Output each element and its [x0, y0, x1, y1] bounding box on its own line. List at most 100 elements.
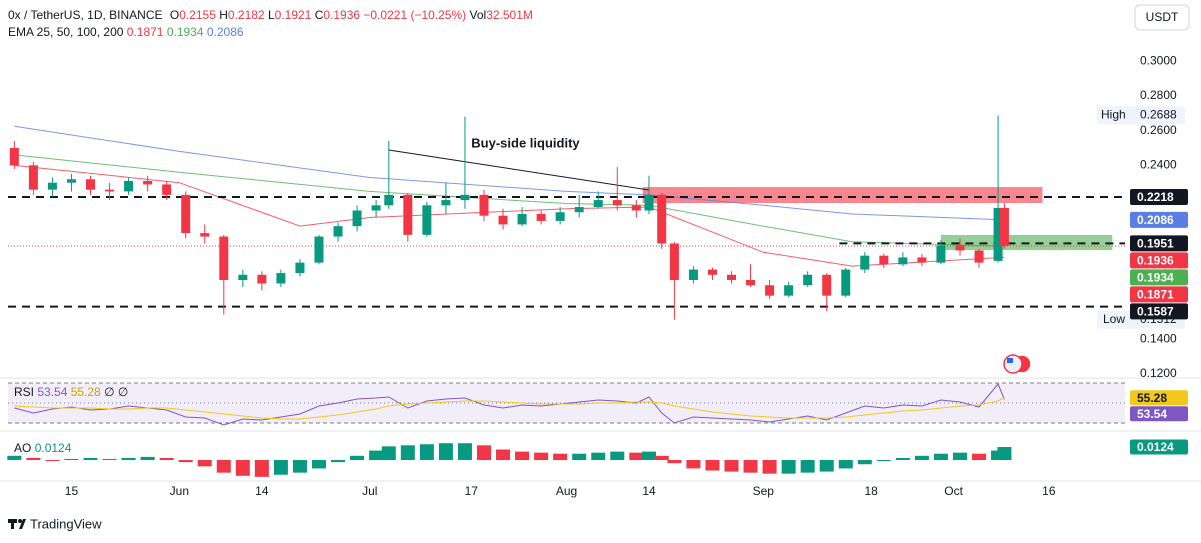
- ohlc-value: 0.2182: [228, 8, 265, 22]
- candle-body: [765, 285, 775, 296]
- ao-bar: [705, 460, 720, 471]
- price-badge: [1130, 286, 1188, 303]
- rsi-value: 53.54: [37, 385, 67, 399]
- ao-bar: [350, 455, 365, 461]
- ao-bar: [572, 453, 587, 461]
- ao-bar: [140, 456, 155, 461]
- candle-body: [352, 210, 362, 227]
- ao-bar: [438, 443, 453, 461]
- ao-bar: [686, 460, 701, 469]
- change: −0.0221 (−10.25%): [363, 8, 466, 22]
- ohlc-label: C: [315, 8, 324, 22]
- ao-bar: [476, 445, 491, 461]
- price-badge-label: 0.1951: [1137, 237, 1174, 251]
- price-badge-label: 0.1871: [1137, 288, 1174, 302]
- ao-bar: [654, 455, 669, 461]
- candle-body: [784, 285, 794, 296]
- ao-bar: [369, 450, 384, 461]
- ao-bar: [610, 451, 625, 461]
- candle-body: [669, 243, 679, 281]
- candle-body: [644, 194, 654, 211]
- x-tick-label: 18: [864, 484, 878, 498]
- candle-body: [238, 274, 248, 281]
- volume: 32.501M: [486, 8, 533, 22]
- ao-bar: [311, 460, 326, 469]
- candle-body: [707, 269, 717, 275]
- y-tick-label: 0.2400: [1140, 158, 1177, 172]
- legend-ohlc: 0x / TetherUS, 1D, BINANCE O0.2155 H0.21…: [8, 8, 533, 22]
- x-tick-label: Aug: [556, 484, 577, 498]
- x-tick-label: Oct: [944, 484, 963, 498]
- x-tick-label: 14: [642, 484, 656, 498]
- candle-body: [371, 205, 381, 211]
- ao-bar: [121, 457, 136, 461]
- ohlc-label: L: [268, 8, 275, 22]
- currency[interactable]: USDT: [1146, 10, 1179, 24]
- x-tick-label: Jul: [362, 484, 377, 498]
- brand: TradingView: [30, 516, 102, 531]
- candle-body: [181, 194, 191, 234]
- trendline: [388, 149, 650, 191]
- candle-body: [517, 213, 527, 225]
- ao-bar: [331, 460, 346, 463]
- ema-line: [14, 125, 1005, 221]
- legend-ema: EMA 25, 50, 100, 200 0.1871 0.1934 0.208…: [8, 25, 244, 39]
- plot: 0.1200 0.1400 0.2400 0.2600 0.2800 0.3000 Buy-…: [0, 53, 1201, 498]
- volume-label: Vol: [470, 8, 487, 22]
- x-tick-label: Jun: [170, 484, 189, 498]
- ao-bar: [857, 460, 872, 465]
- candle-body: [593, 200, 603, 208]
- candle-body: [219, 236, 229, 281]
- price-badge-label: 0.1936: [1137, 254, 1174, 268]
- ao-bar: [952, 452, 967, 461]
- price-badge-label: 55.28: [1137, 391, 1167, 405]
- candle-body: [422, 205, 432, 235]
- price-badge: [1130, 406, 1188, 422]
- currency-button[interactable]: [1134, 4, 1190, 31]
- ao-bar: [26, 457, 41, 461]
- ao-bar: [667, 460, 682, 464]
- candle-body: [860, 255, 870, 270]
- brand-logo: [8, 519, 26, 529]
- ao-bar: [159, 457, 174, 461]
- ohlc-value: 0.2155: [179, 8, 216, 22]
- ao-bar: [235, 460, 250, 476]
- candle-body: [841, 269, 851, 296]
- ema-value: 0.1871: [127, 25, 164, 39]
- candle-body: [257, 274, 267, 284]
- candle-body: [295, 262, 305, 274]
- ao-bar: [292, 460, 307, 473]
- ao-bar: [7, 455, 22, 461]
- rsi-title: RSI: [14, 385, 34, 399]
- rsi-extra: ∅ ∅: [104, 385, 128, 399]
- high-value: 0.2688: [1140, 107, 1177, 121]
- ao-bar: [496, 449, 511, 461]
- candle-body: [955, 245, 965, 251]
- candle-body: [498, 215, 508, 225]
- ao-bar: [381, 446, 396, 461]
- ao-value: 0.0124: [35, 441, 72, 455]
- ao-title: AO: [14, 441, 31, 455]
- ao-bar: [972, 453, 987, 461]
- x-tick-label: 15: [65, 484, 79, 498]
- x-tick-label: Sep: [753, 484, 775, 498]
- candle-body: [403, 194, 413, 235]
- ao-bar: [45, 460, 60, 462]
- candle-body: [803, 274, 813, 286]
- candle-body: [536, 213, 546, 221]
- ao-bar: [838, 460, 853, 469]
- candle-body: [574, 207, 584, 213]
- ema-line: [14, 164, 1005, 267]
- ao-bar: [591, 452, 606, 461]
- candle-body: [631, 205, 641, 211]
- candle-body: [936, 245, 946, 263]
- candle-body: [162, 184, 172, 195]
- legend-ao: AO 0.0124: [14, 441, 72, 455]
- ao-bar: [197, 460, 212, 467]
- candle-body: [917, 257, 927, 263]
- y-tick-label: 0.3000: [1140, 53, 1177, 67]
- candle-body: [879, 255, 889, 265]
- candle-body: [28, 165, 38, 190]
- ao-bar: [876, 460, 891, 462]
